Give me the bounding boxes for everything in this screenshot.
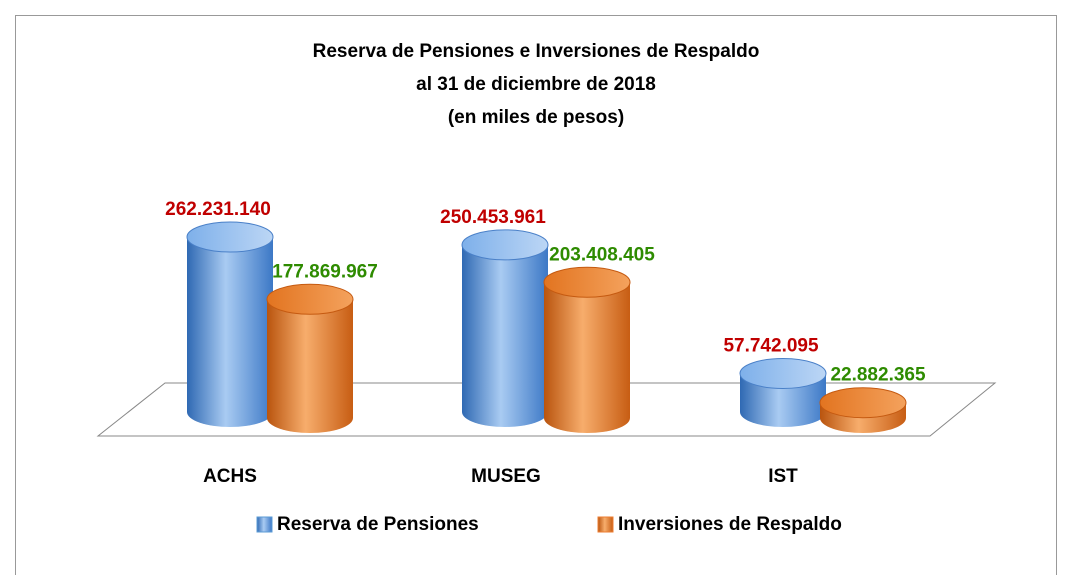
legend-swatch [256, 516, 273, 533]
bar [544, 282, 630, 433]
data-label: 203.408.405 [549, 244, 655, 265]
legend-label: Inversiones de Respaldo [618, 514, 842, 535]
bar-top [819, 387, 907, 419]
bar [267, 299, 353, 433]
x-tick-label: MUSEG [471, 466, 541, 487]
chart-title: Reserva de Pensiones e Inversiones de Re… [313, 41, 760, 62]
legend-swatch [597, 516, 614, 533]
chart-title: (en miles de pesos) [448, 107, 624, 128]
bar-top [266, 283, 354, 315]
x-tick-label: ACHS [203, 466, 257, 487]
legend-label: Reserva de Pensiones [277, 514, 479, 535]
bar [187, 237, 273, 427]
bar [462, 244, 548, 427]
bar-top [461, 229, 549, 261]
data-label: 22.882.365 [830, 365, 926, 386]
bar-top [186, 221, 274, 253]
bar-top [543, 266, 631, 298]
bar-top [739, 357, 827, 389]
chart-title: al 31 de diciembre de 2018 [416, 74, 656, 95]
data-label: 57.742.095 [723, 335, 819, 356]
data-label: 250.453.961 [440, 207, 546, 228]
data-label: 177.869.967 [272, 261, 378, 282]
x-tick-label: IST [768, 466, 798, 487]
data-label: 262.231.140 [165, 199, 271, 220]
